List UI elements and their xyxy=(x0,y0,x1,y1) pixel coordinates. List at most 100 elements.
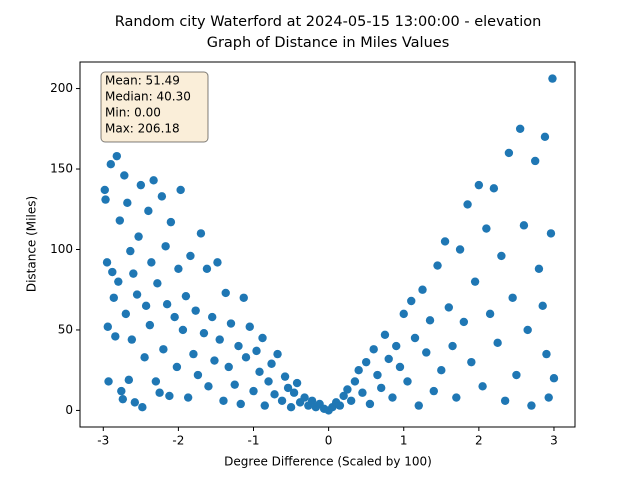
point xyxy=(114,277,123,286)
y-tick-label: 100 xyxy=(50,242,73,256)
point xyxy=(527,401,536,410)
point xyxy=(245,322,254,331)
point xyxy=(335,401,345,410)
point xyxy=(497,251,506,261)
y-tick-label: 200 xyxy=(50,81,73,95)
point xyxy=(388,393,397,402)
point xyxy=(161,242,170,251)
point xyxy=(102,258,112,267)
point xyxy=(549,374,559,383)
x-tick-label: -1 xyxy=(248,434,260,448)
y-tick-label: 0 xyxy=(65,403,73,417)
chart-subtitle: Graph of Distance in Miles Values xyxy=(207,35,450,51)
point xyxy=(189,349,198,359)
point xyxy=(224,362,233,372)
point xyxy=(101,195,110,204)
point xyxy=(124,375,134,385)
point xyxy=(455,245,465,254)
point xyxy=(162,300,172,309)
point xyxy=(199,328,209,338)
point xyxy=(176,185,185,195)
point xyxy=(418,285,427,294)
point xyxy=(489,184,499,193)
point xyxy=(230,380,239,389)
point xyxy=(422,348,431,357)
point xyxy=(252,346,261,356)
x-axis-label: Degree Difference (Scaled by 100) xyxy=(224,455,432,469)
point xyxy=(183,393,193,402)
point xyxy=(440,237,450,246)
point xyxy=(515,124,525,133)
point xyxy=(181,291,191,301)
point xyxy=(112,151,122,161)
y-axis-label: Distance (Miles) xyxy=(25,196,39,292)
x-tick-label: 0 xyxy=(325,434,333,448)
point xyxy=(134,232,143,241)
point xyxy=(448,341,457,351)
point xyxy=(478,382,487,391)
point xyxy=(170,312,179,322)
x-tick-label: 2 xyxy=(475,434,483,448)
point xyxy=(452,393,461,402)
point xyxy=(373,370,382,380)
point xyxy=(186,251,195,261)
point xyxy=(530,156,540,166)
point xyxy=(474,180,484,190)
stats-text: Max: 206.18 xyxy=(105,122,180,136)
point xyxy=(153,279,162,288)
point xyxy=(204,382,213,391)
point xyxy=(255,367,264,376)
point xyxy=(126,246,135,256)
point xyxy=(267,359,276,368)
point xyxy=(429,386,438,396)
point xyxy=(234,341,243,351)
point xyxy=(157,192,167,201)
point xyxy=(147,258,156,267)
point xyxy=(403,377,412,386)
point xyxy=(500,396,510,405)
point xyxy=(145,320,155,330)
point xyxy=(470,277,480,286)
point xyxy=(215,335,224,344)
point xyxy=(407,296,416,306)
y-tick-label: 150 xyxy=(50,162,73,176)
point xyxy=(270,390,279,399)
point xyxy=(208,312,217,322)
point xyxy=(437,365,446,375)
point xyxy=(140,353,149,362)
point xyxy=(399,309,408,319)
point xyxy=(196,229,206,238)
point xyxy=(280,372,290,381)
point xyxy=(249,386,258,396)
stats-box xyxy=(100,71,209,143)
point xyxy=(144,206,153,216)
point xyxy=(109,293,119,302)
point xyxy=(103,322,112,331)
point xyxy=(236,399,245,409)
point xyxy=(414,401,423,410)
point xyxy=(149,176,158,185)
chart-title: Random city Waterford at 2024-05-15 13:0… xyxy=(115,14,542,30)
point xyxy=(193,370,203,380)
point xyxy=(289,388,299,397)
point xyxy=(339,391,348,401)
point xyxy=(219,396,228,405)
point xyxy=(191,306,200,315)
point xyxy=(425,316,435,325)
point xyxy=(540,132,550,142)
point xyxy=(292,378,302,388)
point xyxy=(346,396,356,405)
point xyxy=(136,180,146,190)
point xyxy=(118,394,128,404)
point xyxy=(343,385,352,394)
point xyxy=(155,388,164,397)
point xyxy=(132,290,142,299)
point xyxy=(508,293,517,302)
point xyxy=(538,301,547,311)
x-tick-label: -3 xyxy=(97,434,109,448)
point xyxy=(544,393,553,402)
point xyxy=(221,288,230,298)
y-tick-label: 50 xyxy=(58,322,73,336)
point xyxy=(151,377,161,386)
x-tick-label: -2 xyxy=(172,434,184,448)
